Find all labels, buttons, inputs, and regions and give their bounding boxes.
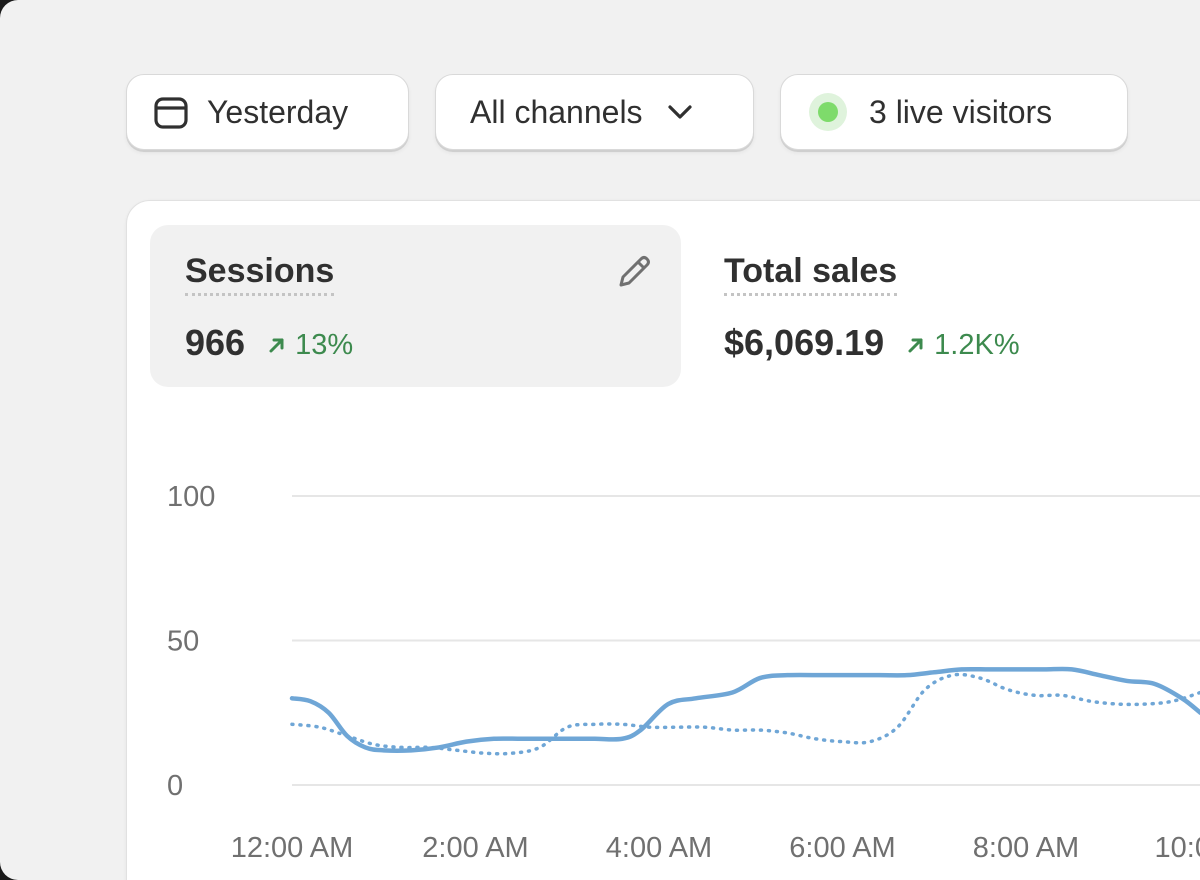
metric-total-sales[interactable]: Total sales $6,069.19 1.2K%: [689, 225, 1200, 387]
y-tick-label: 0: [167, 770, 183, 802]
calendar-icon: [151, 92, 191, 132]
sessions-change-value: 13%: [295, 329, 354, 361]
date-range-button[interactable]: Yesterday: [126, 74, 409, 150]
x-tick-label: 10:0: [1155, 832, 1200, 864]
chevron-down-icon: [665, 97, 695, 127]
x-tick-label: 2:00 AM: [422, 832, 528, 864]
sales-change-value: 1.2K%: [934, 329, 1020, 361]
y-tick-label: 50: [167, 626, 199, 658]
y-tick-label: 100: [167, 481, 215, 513]
arrow-up-right-icon: [908, 338, 923, 353]
date-range-label: Yesterday: [207, 93, 349, 130]
channels-label: All channels: [470, 93, 643, 130]
live-visitors-label: 3 live visitors: [869, 93, 1053, 130]
comparison-series-line: [290, 672, 1200, 756]
analytics-card: Sessions 966 13% Total sales: [126, 200, 1200, 880]
sessions-series-line: [289, 666, 1200, 753]
sessions-line-chart: 100 50 0 12:00 AM 2:00 AM 4:00 AM 6:00 AM 8:00 …: [167, 481, 1200, 864]
arrow-up-right-icon: [269, 338, 284, 353]
live-visitors-button[interactable]: 3 live visitors: [780, 74, 1128, 150]
sales-change: 1.2K%: [906, 325, 1020, 365]
sales-value: $6,069.19: [724, 322, 885, 363]
filter-toolbar: Yesterday All channels 3 live visitors: [126, 74, 1128, 152]
pencil-icon[interactable]: [613, 251, 655, 293]
x-tick-label: 12:00 AM: [231, 832, 354, 864]
x-tick-label: 8:00 AM: [973, 832, 1079, 864]
sessions-value: 966: [185, 322, 246, 363]
x-tick-label: 6:00 AM: [789, 832, 895, 864]
metric-sessions[interactable]: Sessions 966 13%: [150, 225, 681, 387]
sales-title: Total sales: [724, 251, 898, 296]
live-status-dot-icon: [809, 93, 847, 131]
channels-dropdown[interactable]: All channels: [435, 74, 754, 150]
sessions-change: 13%: [267, 325, 353, 365]
sessions-title: Sessions: [185, 251, 335, 296]
x-tick-label: 4:00 AM: [606, 832, 712, 864]
